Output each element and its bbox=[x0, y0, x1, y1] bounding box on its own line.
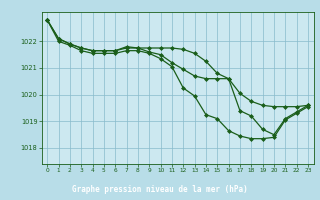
Text: Graphe pression niveau de la mer (hPa): Graphe pression niveau de la mer (hPa) bbox=[72, 186, 248, 194]
